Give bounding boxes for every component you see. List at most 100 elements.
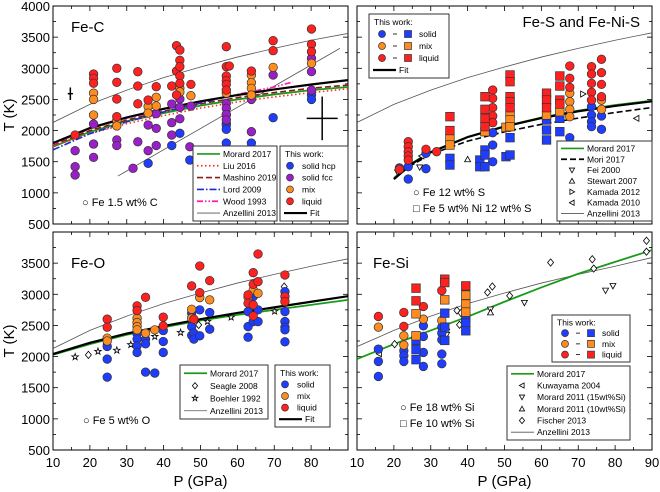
- legend-label: Fit: [305, 414, 315, 424]
- point-circle-solid: [421, 164, 431, 174]
- point-circle-mix: [132, 325, 142, 335]
- point-circle-solid-hcp: [167, 140, 177, 151]
- panel-fe-s-and-fe-ni-s: Fe-S and Fe-Ni-S ○ Fe 12 wt% S □ Fe 5 wt% …: [356, 5, 653, 225]
- y-tick-label: 2000: [21, 350, 50, 365]
- legend-circle-marker: [286, 185, 294, 194]
- legend-square-marker: [587, 329, 595, 337]
- point-circle-solid-fcc: [70, 170, 80, 180]
- point-square-liquid: [411, 296, 421, 306]
- point-circle-mix: [253, 288, 263, 298]
- composition-annotation: □ Fe 5 wt% Ni 12 wt% S: [413, 203, 532, 215]
- point-circle-liquid: [280, 270, 290, 280]
- legend-circle-marker: [378, 30, 386, 38]
- point-circle-solid: [102, 372, 112, 382]
- point-circle-liquid: [586, 95, 597, 105]
- y-tick-label: 3000: [21, 287, 50, 302]
- point-circle-solid-fcc: [306, 66, 317, 77]
- point-morard-2011-15wt-si: [609, 283, 617, 290]
- point-circle-liquid: [248, 300, 258, 310]
- legend: This work: solid mix liquid Fit: [368, 13, 450, 79]
- point-circle-liquid: [268, 46, 278, 56]
- point-circle-solid: [158, 347, 168, 358]
- point-square-liquid: [440, 277, 450, 288]
- point-circle-liquid: [133, 67, 143, 77]
- point-circle-liquid: [488, 103, 498, 113]
- plot-content: [357, 32, 652, 184]
- legend-label: Anzellini 2013: [587, 209, 640, 219]
- point-circle-liquid: [243, 290, 253, 300]
- point-circle-solid-fcc: [167, 130, 177, 140]
- legend-tri-right-marker: [569, 188, 576, 196]
- legend-label: Fit: [310, 208, 320, 218]
- point-circle-solid-fcc: [112, 140, 122, 151]
- point-circle-liquid: [133, 99, 143, 109]
- point-square-mix: [505, 121, 515, 132]
- point-circle-solid-hcp: [175, 128, 185, 138]
- point-circle-liquid: [246, 66, 257, 76]
- legend-circle-marker: [286, 197, 294, 206]
- point-circle-solid: [205, 324, 215, 334]
- legend-label: Morard 2017: [537, 369, 585, 379]
- legend-diamond-marker: [518, 416, 526, 425]
- point-fischer-2013: [642, 247, 650, 256]
- point-square-solid: [555, 127, 565, 137]
- point-circle-solid-fcc: [88, 139, 99, 149]
- point-square-mix: [461, 299, 471, 309]
- point-circle-liquid: [186, 79, 196, 90]
- composition-annotation: □ Fe 10 wt% Si: [400, 418, 475, 430]
- legend-diamond-marker: [191, 381, 199, 390]
- composition-annotation: ○ Fe 1.5 wt% C: [82, 197, 158, 209]
- point-square-solid: [541, 125, 552, 135]
- point-morard-2011-15wt-si: [601, 287, 610, 295]
- point-fischer-2013: [391, 339, 399, 349]
- point-circle-mix: [150, 325, 160, 335]
- x-tick-label: 80: [608, 455, 622, 470]
- point-circle-solid-fcc: [186, 101, 196, 111]
- point-circle-liquid: [143, 95, 153, 105]
- legend-label: Anzellini 2013: [223, 208, 276, 218]
- point-circle-liquid: [253, 276, 263, 287]
- point-circle-solid-fcc: [167, 99, 177, 109]
- point-circle-liquid: [565, 73, 575, 83]
- point-boehler-1992: [226, 312, 236, 322]
- point-circle-solid: [150, 368, 160, 378]
- point-circle-liquid: [399, 321, 409, 332]
- point-circle-solid: [280, 325, 290, 335]
- plot-content: [357, 236, 652, 382]
- point-square-solid: [411, 355, 421, 365]
- point-square-liquid: [555, 71, 565, 81]
- point-circle-liquid: [151, 82, 161, 92]
- legend-label: This work:: [285, 149, 324, 159]
- legend-label: mix: [602, 339, 616, 349]
- x-tick-label: 70: [571, 455, 585, 470]
- y-tick-label: 1500: [21, 381, 50, 396]
- point-square-liquid: [445, 112, 455, 122]
- legend-label: solid: [602, 328, 620, 338]
- y-tick-label: 500: [28, 443, 50, 458]
- x-tick-label: 60: [534, 455, 548, 470]
- point-square-solid: [480, 162, 490, 172]
- point-circle-solid: [399, 356, 409, 367]
- y-tick-label: 2000: [21, 124, 50, 139]
- point-morard-2011-15wt-si: [520, 299, 529, 307]
- point-circle-solid-fcc: [70, 162, 80, 172]
- point-circle-liquid: [102, 322, 112, 332]
- legend-label: Wood 1993: [223, 196, 267, 206]
- y-tick-label: 500: [28, 217, 50, 232]
- point-square-mix: [440, 295, 450, 305]
- point-circle-liquid: [189, 314, 199, 324]
- point-square-mix: [411, 331, 421, 341]
- point-circle-mix: [186, 91, 196, 101]
- point-circle-mix: [399, 331, 409, 341]
- x-tick-label: 50: [193, 455, 207, 470]
- legend-circle-marker: [281, 403, 289, 412]
- point-circle-solid-fcc: [151, 109, 161, 119]
- point-square-solid: [461, 318, 471, 328]
- point-square-mix: [445, 140, 455, 150]
- point-circle-solid-fcc: [133, 137, 143, 147]
- point-circle-liquid: [167, 81, 177, 91]
- point-circle-solid-fcc: [175, 114, 185, 124]
- legend-square-marker: [587, 340, 595, 348]
